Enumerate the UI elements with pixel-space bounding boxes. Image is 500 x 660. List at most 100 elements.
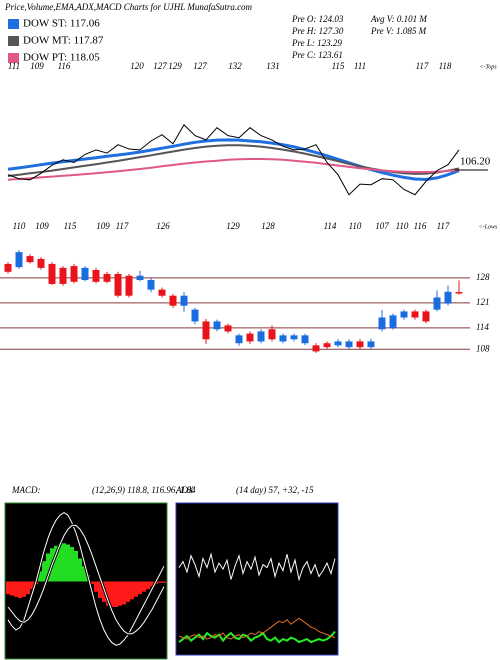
info-text: Pre O: 124.03 (291, 14, 344, 24)
macd-hist-bar (30, 581, 34, 590)
macd-hist-bar (62, 543, 66, 582)
macd-hist-bar (134, 581, 138, 597)
candle-body (180, 295, 188, 306)
candle-body (378, 317, 386, 330)
candle-body (312, 345, 320, 352)
top-label: 132 (228, 61, 242, 71)
candle-body (301, 335, 309, 344)
top-label: 127 (193, 61, 207, 71)
level-label: 108 (476, 343, 490, 353)
candle-body (268, 329, 276, 340)
macd-hist-bar (54, 545, 58, 582)
macd-hist-bar (66, 544, 70, 582)
candle-body (191, 309, 199, 322)
candle-body (345, 341, 353, 348)
macd-hist-bar (78, 558, 82, 582)
macd-hist-bar (22, 581, 26, 597)
candle-body (48, 263, 56, 284)
chart-title: Price,Volume,EMA,ADX,MACD Charts for UJH… (4, 2, 253, 12)
candle-body (70, 266, 78, 282)
candle-body (136, 275, 144, 280)
bottom-label: 117 (116, 221, 129, 231)
macd-hist-bar (58, 544, 62, 582)
top-label: 127 (153, 61, 167, 71)
macd-hist-bar (14, 581, 18, 597)
candle-body (125, 275, 133, 296)
legend-swatch (8, 53, 19, 63)
candle-body (59, 267, 67, 284)
macd-hist-bar (98, 581, 102, 599)
adx-line (178, 617, 336, 640)
info-text: Avg V: 0.101 M (370, 14, 427, 24)
macd-params: (12,26,9) 118.8, 116.96, 1.84 (92, 485, 196, 495)
candle-body (81, 267, 89, 280)
top-label: 129 (168, 61, 182, 71)
bottom-label: 117 (437, 221, 450, 231)
candle-body (389, 315, 397, 329)
ema-line (7, 158, 460, 181)
candle-body (15, 252, 23, 268)
candle-body (213, 321, 221, 330)
macd-hist-bar (118, 581, 122, 606)
macd-hist-bar (122, 581, 126, 605)
level-label: 128 (476, 272, 490, 282)
macd-hist-bar (18, 581, 22, 599)
bottom-label: 128 (261, 221, 275, 231)
top-label: 109 (30, 61, 44, 71)
bottom-label: 110 (396, 221, 409, 231)
candle-body (4, 263, 12, 272)
macd-line (7, 524, 165, 635)
candle-body (147, 280, 155, 290)
candle-body (367, 341, 375, 348)
ema-line (7, 138, 460, 182)
candle-body (290, 335, 298, 340)
macd-hist-bar (94, 581, 98, 592)
macd-hist-bar (114, 581, 118, 607)
macd-hist-bar (158, 581, 162, 583)
candle-body (224, 325, 232, 332)
adx-panel (175, 502, 339, 656)
candle-body (411, 311, 419, 318)
bottom-label: 110 (13, 221, 26, 231)
macd-hist-bar (70, 547, 74, 582)
candle-body (257, 331, 265, 342)
candle-body (202, 321, 210, 340)
candle-body (114, 273, 122, 296)
level-label: 114 (476, 322, 489, 332)
candle-body (356, 341, 364, 348)
macd-hist-bar (138, 581, 142, 595)
candle-body (158, 289, 166, 296)
macd-hist-bar (46, 553, 50, 582)
macd-hist-bar (126, 581, 130, 602)
top-label: 116 (58, 61, 71, 71)
macd-hist-bar (10, 581, 14, 596)
legend-text: DOW ST: 117.06 (23, 18, 100, 30)
top-label: 120 (130, 61, 144, 71)
bottom-label: 109 (35, 221, 49, 231)
legend-text: DOW MT: 117.87 (23, 35, 104, 47)
bottom-label: 126 (156, 221, 170, 231)
price-line (7, 123, 460, 196)
info-text: Pre H: 127.30 (291, 26, 344, 36)
info-text: Pre V: 1.085 M (370, 26, 427, 36)
level-label: 121 (476, 297, 490, 307)
top-label: 131 (266, 61, 280, 71)
macd-hist-bar (6, 581, 10, 595)
candle-body (323, 343, 331, 348)
candle-body (246, 333, 254, 342)
candle-body (400, 311, 408, 318)
top-label: 117 (416, 61, 429, 71)
macd-hist-bar (42, 561, 46, 582)
macd-line (7, 512, 165, 646)
candle-body (169, 295, 177, 306)
macd-hist-bar (106, 581, 110, 606)
macd-label: MACD: (11, 485, 41, 495)
macd-hist-bar (90, 581, 94, 585)
bottom-label: 115 (64, 221, 77, 231)
bottom-label: 107 (375, 221, 389, 231)
macd-hist-bar (130, 581, 134, 600)
legend-swatch (8, 19, 19, 29)
macd-hist-bar (162, 581, 166, 583)
legend-swatch (8, 36, 19, 46)
